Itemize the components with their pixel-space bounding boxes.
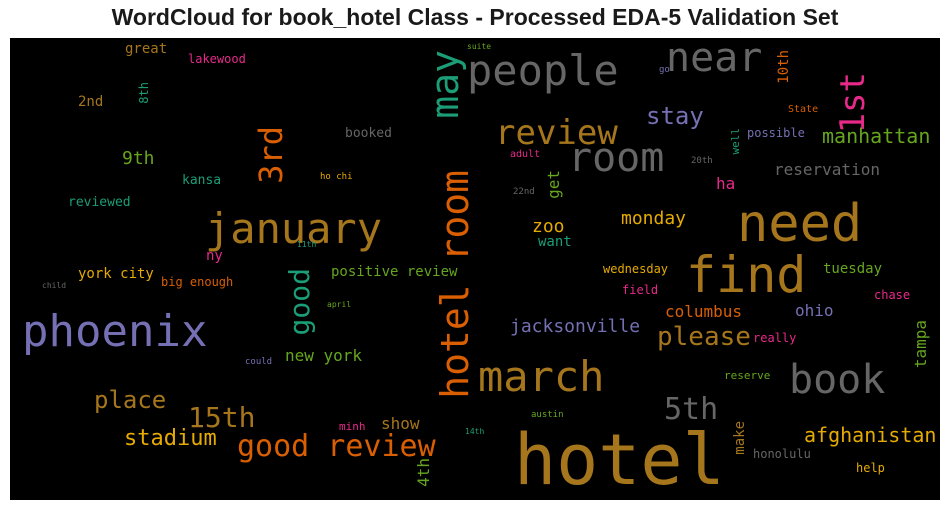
word-stay: stay xyxy=(646,102,704,130)
word-ny: ny xyxy=(206,248,223,264)
word-hotel-room: hotel room xyxy=(433,170,477,399)
word-january: january xyxy=(205,204,383,253)
word-afghanistan: afghanistan xyxy=(804,423,937,447)
word-near: near xyxy=(666,38,763,81)
word-columbus: columbus xyxy=(665,302,743,321)
word-22nd: 22nd xyxy=(513,187,535,197)
word-11th: 11th xyxy=(297,240,317,249)
word-march: march xyxy=(478,352,605,401)
word-state: State xyxy=(788,104,819,115)
word-new-york: new york xyxy=(285,346,363,365)
word-chase: chase xyxy=(874,288,911,302)
word-9th: 9th xyxy=(122,148,155,169)
word-jacksonville: jacksonville xyxy=(510,316,641,337)
word-stadium: stadium xyxy=(124,426,217,451)
word-zoo: zoo xyxy=(532,216,565,237)
word-help: help xyxy=(856,461,885,475)
word-hotel: hotel xyxy=(514,419,725,500)
word-2nd: 2nd xyxy=(78,94,104,110)
word-15th: 15th xyxy=(188,401,256,434)
word-good: good xyxy=(283,268,316,336)
word-reviewed: reviewed xyxy=(68,195,131,210)
word-place: place xyxy=(94,386,167,414)
word-adult: adult xyxy=(510,149,541,160)
word-monday: monday xyxy=(621,208,687,229)
word-austin: austin xyxy=(531,410,564,420)
wordcloud-canvas: hotel find need phoenix january people room hot… xyxy=(10,38,940,500)
word-need: need xyxy=(737,194,863,254)
word-ha: ha xyxy=(716,174,736,193)
word-show: show xyxy=(381,414,420,433)
word-york-city: york city xyxy=(78,266,154,282)
word-find: find xyxy=(686,246,807,304)
word-big-enough: big enough xyxy=(161,275,234,289)
word-tampa: tampa xyxy=(911,320,930,369)
word-possible: possible xyxy=(747,126,805,140)
word-booked: booked xyxy=(345,126,392,141)
word-tuesday: tuesday xyxy=(823,261,883,277)
word-reservation: reservation xyxy=(774,160,880,179)
word-field: field xyxy=(622,283,659,297)
word-may: may xyxy=(423,50,467,119)
word-book: book xyxy=(789,357,886,403)
word-manhattan: manhattan xyxy=(822,124,931,148)
word-great: great xyxy=(125,41,168,57)
word-reserve: reserve xyxy=(724,369,771,382)
word-ohio: ohio xyxy=(795,301,834,320)
chart-title: WordCloud for book_hotel Class - Process… xyxy=(111,4,839,30)
word-people: people xyxy=(467,46,619,95)
word-child: child xyxy=(42,281,67,290)
word-ho-chi: ho chi xyxy=(320,172,353,182)
word-4th: 4th xyxy=(414,458,433,487)
word-good-review: good review xyxy=(237,429,436,464)
word-well: well xyxy=(729,128,742,155)
word-20th: 20th xyxy=(691,156,713,166)
word-want: want xyxy=(538,234,572,250)
word-minh: minh xyxy=(339,420,366,433)
word-wednesday: wednesday xyxy=(603,262,669,276)
word-review: review xyxy=(495,113,618,153)
word-make: make xyxy=(732,421,748,455)
word-suite: suite xyxy=(467,42,492,51)
word-april: april xyxy=(327,300,352,309)
word-8th: 8th xyxy=(137,82,151,104)
word-honolulu: honolulu xyxy=(753,447,811,461)
word-3rd: 3rd xyxy=(252,126,290,184)
word-phoenix: phoenix xyxy=(22,306,208,357)
word-14th: 14th xyxy=(465,427,485,436)
word-lakewood: lakewood xyxy=(188,52,246,66)
word-get: get xyxy=(544,170,563,199)
word-could: could xyxy=(245,357,273,367)
word-5th: 5th xyxy=(664,392,719,427)
word-10th: 10th xyxy=(776,50,792,84)
word-please: please xyxy=(657,322,751,352)
word-really: really xyxy=(753,331,797,345)
word-positive-review: positive review xyxy=(331,264,458,280)
word-kansa: kansa xyxy=(182,173,222,188)
word-go: go xyxy=(659,65,670,75)
word-room: room xyxy=(568,135,665,181)
